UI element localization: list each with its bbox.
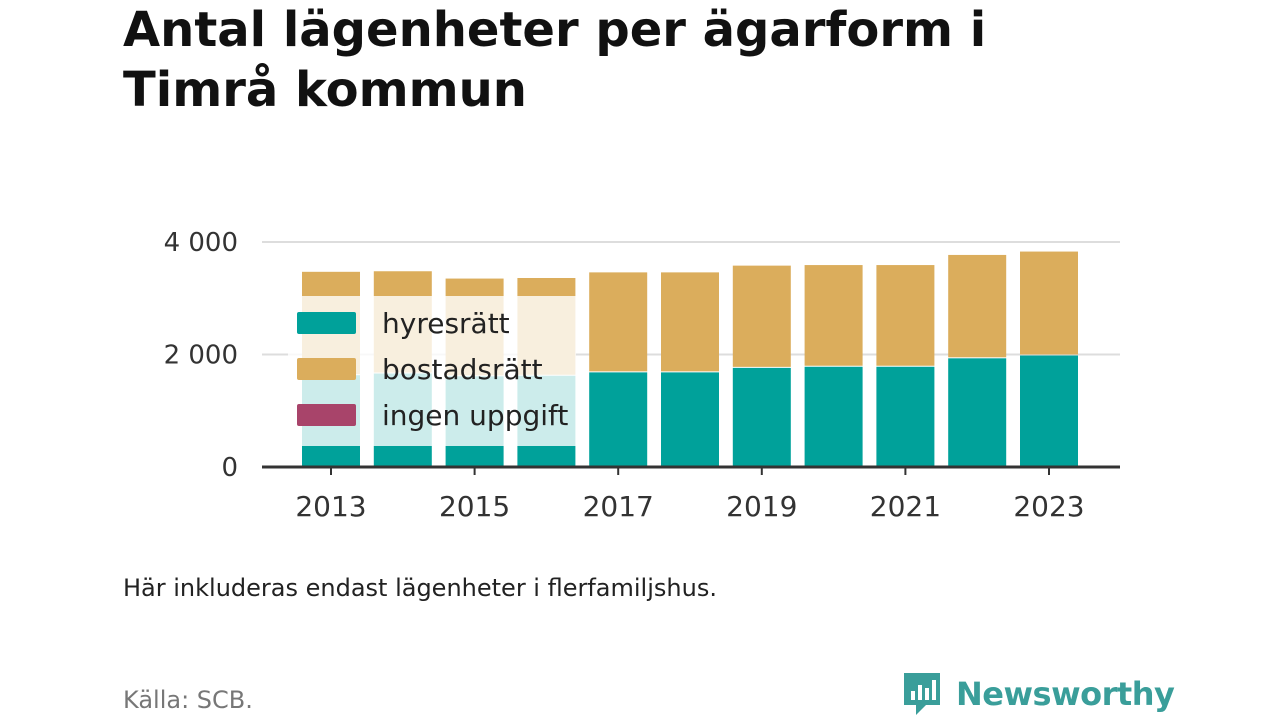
- brand-name: Newsworthy: [956, 675, 1175, 713]
- bar-bostadsrätt-2020: [804, 265, 863, 366]
- legend-label: bostadsrätt: [382, 353, 543, 386]
- bar-bostadsrätt-2021: [876, 265, 935, 366]
- bar-bostadsrätt-2022: [948, 254, 1007, 358]
- bar-hyresrätt-2017: [589, 372, 648, 467]
- bar-hyresrätt-2021: [876, 366, 935, 467]
- x-tick-label: 2013: [295, 490, 366, 523]
- legend-label: hyresrätt: [382, 307, 510, 340]
- x-tick-label: 2017: [583, 490, 654, 523]
- bar-hyresrätt-2022: [948, 358, 1007, 467]
- axis-layer: 0 2 000 4 000 2013 2015 2017 2019 2021 2023: [164, 228, 1120, 523]
- bar-bostadsrätt-2019: [732, 265, 791, 367]
- bar-bostadsrätt-2023: [1020, 251, 1078, 355]
- brand-logo: Newsworthy: [902, 670, 1175, 718]
- legend-swatch: [297, 312, 356, 334]
- bar-bostadsrätt-2018: [661, 272, 719, 372]
- newsworthy-logo-icon: [904, 673, 940, 715]
- legend-label: ingen uppgift: [382, 399, 568, 432]
- legend-swatch: [297, 358, 356, 380]
- source-label: Källa: SCB.: [123, 686, 253, 714]
- x-tick-label: 2019: [726, 490, 797, 523]
- x-tick-label: 2023: [1013, 490, 1084, 523]
- x-tick-label: 2015: [439, 490, 510, 523]
- y-tick-label: 4 000: [164, 228, 238, 258]
- legend-swatch: [297, 404, 356, 426]
- bar-hyresrätt-2023: [1020, 355, 1078, 467]
- chart-title: Antal lägenheter per ägarform i Timrå ko…: [123, 2, 987, 118]
- x-tick-label: 2021: [870, 490, 941, 523]
- y-tick-label: 2 000: [164, 341, 238, 371]
- bar-hyresrätt-2020: [804, 366, 863, 467]
- bar-hyresrätt-2018: [661, 372, 719, 467]
- bar-bostadsrätt-2017: [589, 272, 648, 372]
- bar-hyresrätt-2019: [732, 367, 791, 467]
- y-tick-label: 0: [221, 453, 238, 483]
- chart-note: Här inkluderas endast lägenheter i flerf…: [123, 574, 717, 602]
- legend: hyresrätt bostadsrätt ingen uppgift: [288, 296, 576, 446]
